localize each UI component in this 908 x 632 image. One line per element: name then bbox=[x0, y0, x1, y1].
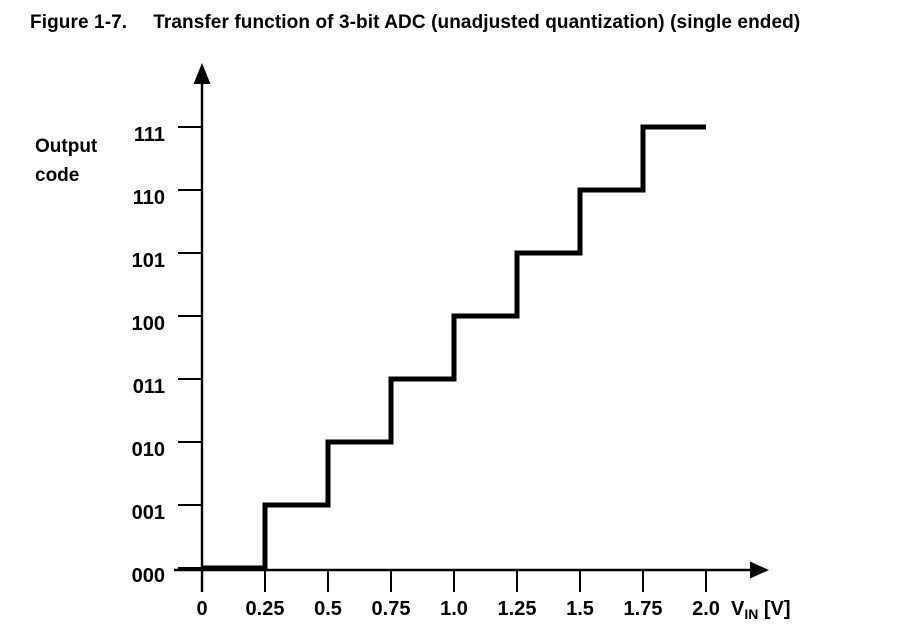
y-tick-label: 010 bbox=[132, 439, 165, 461]
x-tick-label: 1.5 bbox=[566, 598, 594, 620]
y-axis-title: Output code bbox=[35, 136, 98, 186]
figure-caption: Transfer function of 3-bit ADC (unadjust… bbox=[153, 12, 801, 33]
x-tick-label: 1.25 bbox=[498, 598, 537, 620]
y-tick-label: 000 bbox=[132, 565, 165, 587]
x-tick-label: 1.75 bbox=[624, 598, 663, 620]
x-tick-label: 0.75 bbox=[372, 598, 411, 620]
y-tick-label: 100 bbox=[132, 313, 165, 335]
x-tick-label: 2.0 bbox=[692, 598, 720, 620]
y-tick-label: 111 bbox=[134, 124, 165, 146]
y-tick-label: 001 bbox=[132, 502, 165, 524]
x-tick-label: 0 bbox=[196, 598, 207, 620]
x-axis-unit-label: VIN [V] bbox=[731, 598, 791, 622]
x-tick-label: 0.5 bbox=[314, 598, 342, 620]
y-axis-arrow-icon bbox=[193, 63, 211, 84]
x-tick-label: 0.25 bbox=[246, 598, 285, 620]
figure-title: Figure 1-7. Transfer function of 3-bit A… bbox=[30, 12, 800, 34]
x-tick-label: 1.0 bbox=[440, 598, 468, 620]
y-tick-label: 101 bbox=[132, 250, 165, 272]
figure-label: Figure 1-7. bbox=[30, 12, 128, 33]
x-axis-arrow-icon bbox=[750, 561, 769, 579]
y-tick-label: 110 bbox=[133, 187, 165, 209]
staircase-line bbox=[202, 124, 706, 571]
y-tick-label: 011 bbox=[133, 376, 165, 398]
